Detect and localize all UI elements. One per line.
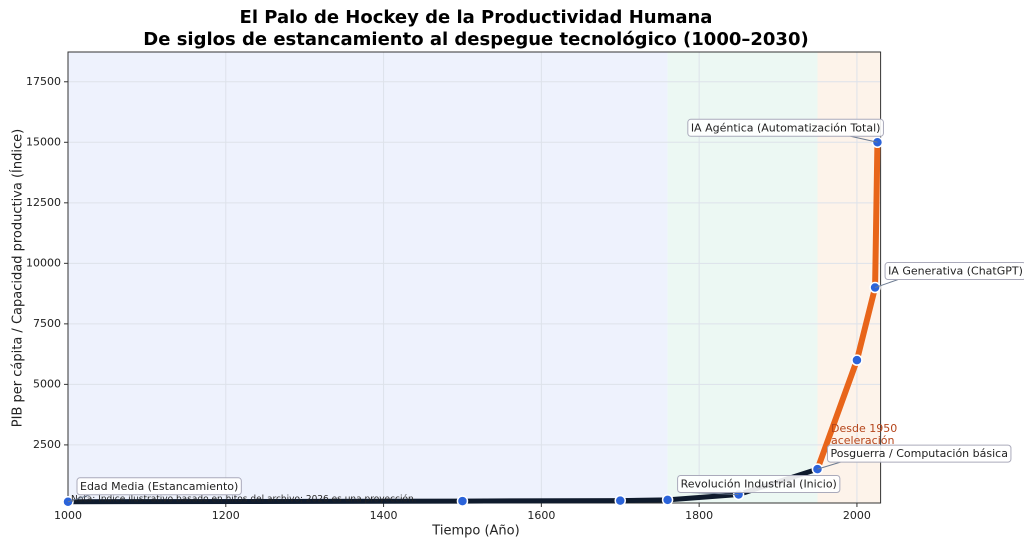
annotation-arrow (874, 279, 899, 289)
annotation-box (677, 475, 841, 494)
data-point (661, 494, 674, 506)
annotation-box (884, 262, 1024, 281)
y-tick-label: 10000 (26, 256, 61, 269)
region (68, 52, 668, 503)
chart-subtitle: De siglos de estancamiento al despegue t… (143, 29, 808, 50)
annotation-arrow (67, 494, 91, 503)
x-tick-label: 1400 (370, 509, 398, 522)
annotation-label: Posguerra / Computación básica (830, 447, 1007, 460)
annotation-label: Revolución Industrial (Inicio) (681, 478, 837, 491)
annotation-box (826, 444, 1012, 463)
annotation: IA Generativa (ChatGPT) (874, 262, 1024, 289)
x-tick-label: 2000 (843, 509, 871, 522)
data-point (614, 494, 627, 507)
x-tick-label: 1200 (212, 509, 240, 522)
annotation-label: Edad Media (Estancamiento) (80, 480, 238, 493)
y-tick-label: 12500 (26, 196, 61, 209)
annotation-arrow (817, 461, 841, 470)
y-tick-label: 17500 (26, 75, 61, 88)
y-tick-label: 2500 (33, 438, 61, 451)
footnote: Nota: Índice ilustrativo basado en hitos… (71, 493, 417, 505)
x-tick-label: 1000 (54, 509, 82, 522)
x-axis-label: Tiempo (Año) (431, 524, 519, 539)
y-axis-label: PIB per cápita / Capacidad productiva (Í… (10, 129, 26, 427)
annotation-arrow (850, 135, 878, 143)
annotation-label: IA Generativa (ChatGPT) (888, 265, 1023, 278)
annotation: Revolución Industrial (Inicio) (677, 475, 841, 496)
annotation: Edad Media (Estancamiento) (67, 477, 242, 503)
x-tick-label: 1800 (685, 509, 713, 522)
y-tick-label: 15000 (26, 135, 61, 148)
annotation-box (687, 118, 884, 137)
annotation-box (76, 477, 242, 496)
x-tick-label: 1600 (527, 509, 555, 522)
annotation: Posguerra / Computación básica (817, 444, 1012, 470)
y-tick-label: 7500 (33, 317, 61, 330)
y-tick-label: 5000 (33, 377, 61, 390)
data-point (456, 495, 469, 507)
side-note: Desde 1950 (831, 422, 897, 435)
annotation-label: IA Agéntica (Automatización Total) (691, 121, 881, 134)
data-point (851, 354, 863, 366)
side-note: aceleración (831, 434, 894, 447)
annotation: IA Agéntica (Automatización Total) (687, 118, 884, 143)
series-line (814, 139, 881, 473)
chart-title: El Palo de Hockey de la Productividad Hu… (240, 7, 713, 28)
